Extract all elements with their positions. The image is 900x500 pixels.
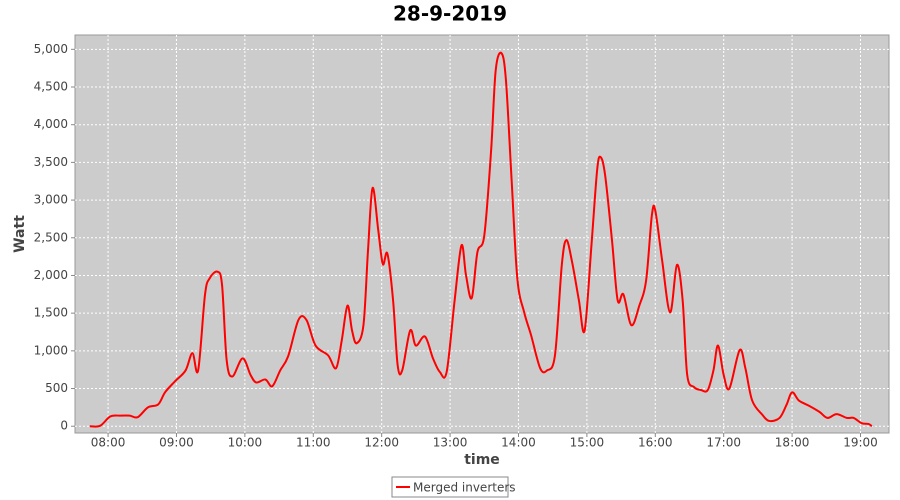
x-tick-label: 14:00	[501, 436, 536, 450]
y-tick-label: 0	[60, 419, 68, 433]
line	[89, 51, 873, 428]
x-tick-label: 13:00	[433, 436, 468, 450]
x-tick-label: 16:00	[638, 436, 673, 450]
y-tick-label: 1,000	[34, 343, 68, 357]
y-tick-label: 2,000	[34, 268, 68, 282]
x-tick-label: 11:00	[296, 436, 331, 450]
x-tick-label: 19:00	[843, 436, 878, 450]
plot-area	[74, 34, 890, 434]
x-tick-label: 08:00	[91, 436, 126, 450]
x-axis-label: time	[464, 452, 500, 468]
y-tick-label: 1,500	[34, 306, 68, 320]
y-tick-label: 3,500	[34, 155, 68, 169]
y-tick-label: 5,000	[34, 42, 68, 56]
y-tick-label: 4,500	[34, 80, 68, 94]
x-tick-label: 15:00	[570, 436, 605, 450]
y-axis-label: Watt	[12, 215, 28, 253]
y-tick-label: 500	[45, 381, 68, 395]
y-tick-label: 4,000	[34, 117, 68, 131]
legend-label: Merged inverters	[413, 481, 516, 495]
x-tick-label: 09:00	[159, 436, 194, 450]
x-tick-label: 18:00	[775, 436, 810, 450]
chart-title: 28-9-2019	[393, 2, 507, 26]
legend-box	[391, 476, 509, 498]
x-tick-label: 10:00	[228, 436, 263, 450]
x-tick-label: 12:00	[364, 436, 399, 450]
y-tick-label: 2,500	[34, 230, 68, 244]
y-tick-label: 3,000	[34, 193, 68, 207]
x-tick-label: 17:00	[706, 436, 741, 450]
